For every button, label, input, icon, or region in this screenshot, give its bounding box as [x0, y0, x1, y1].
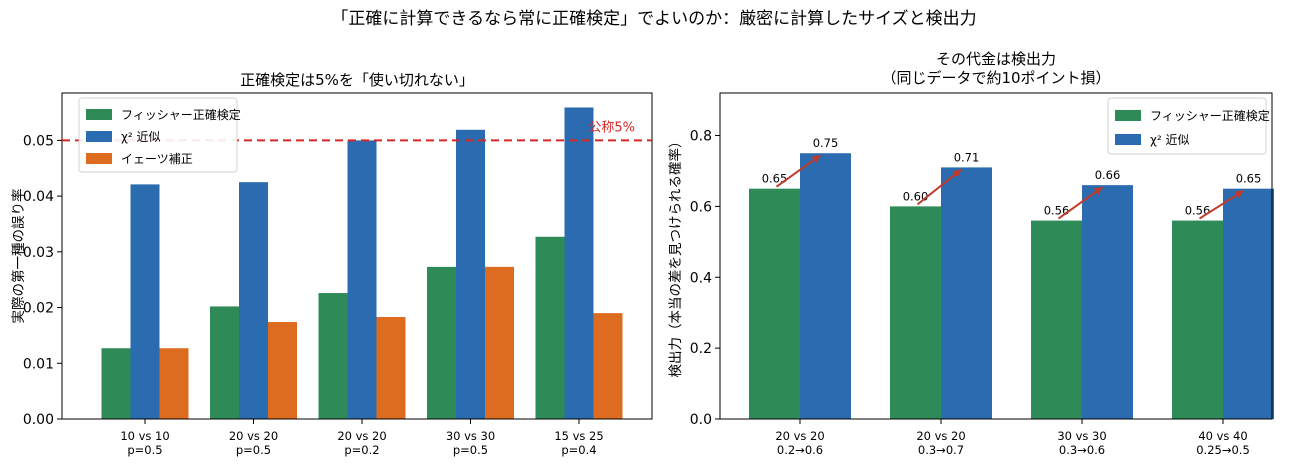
improvement-arrow — [1198, 189, 1245, 220]
legend-swatch — [1115, 134, 1141, 145]
figure-suptitle: 「正確に計算できるなら常に正確検定」でよいのか：厳密に計算したサイズと検出力 — [331, 9, 976, 29]
bar — [427, 266, 456, 419]
x-tick-label: 0.2→0.6 — [777, 443, 823, 457]
bar — [749, 188, 800, 419]
chart-title: 正確検定は5%を「使い切れない」 — [240, 71, 474, 89]
x-tick-label: 20 vs 20 — [775, 429, 824, 443]
bar — [130, 184, 160, 419]
bar — [159, 348, 189, 419]
data-label: 0.75 — [813, 136, 839, 150]
legend-label: χ² 近似 — [121, 130, 161, 144]
x-tick-label: 20 vs 20 — [229, 429, 278, 443]
legend-label: フィッシャー正確検定 — [1150, 108, 1270, 123]
bar — [268, 322, 297, 419]
legend-box — [1107, 97, 1267, 155]
legend-swatch — [86, 131, 112, 142]
y-tick-label: 0.05 — [23, 133, 54, 149]
x-tick-label: 0.3→0.7 — [918, 443, 964, 457]
chart-subtitle: （同じデータで約10ポイント損） — [881, 69, 1110, 87]
x-tick-label: 0.25→0.5 — [1196, 443, 1250, 457]
bar — [1172, 220, 1223, 419]
data-label: 0.71 — [954, 150, 980, 164]
x-tick-label: 15 vs 25 — [554, 429, 603, 443]
bar — [347, 140, 377, 419]
legend-swatch — [86, 153, 112, 164]
bar — [101, 348, 131, 419]
bar — [800, 153, 851, 419]
bar — [485, 266, 514, 419]
bar — [535, 236, 565, 419]
y-tick-label: 0.6 — [690, 199, 712, 215]
data-label: 0.66 — [1095, 168, 1121, 182]
bar — [1082, 185, 1133, 419]
x-tick-label: 10 vs 10 — [120, 429, 169, 443]
data-label: 0.65 — [762, 172, 788, 186]
data-label: 0.65 — [1236, 172, 1262, 186]
x-tick-label: 20 vs 20 — [337, 429, 386, 443]
improvement-arrow — [916, 168, 963, 206]
bar — [210, 306, 239, 419]
arrow-head — [952, 169, 962, 178]
y-tick-label: 0.8 — [690, 129, 712, 145]
nominal-5pct-label: 公称5% — [588, 120, 635, 135]
bar — [564, 107, 594, 419]
arrow-head — [1234, 190, 1244, 199]
chart-power: 0.00.20.40.60.820 vs 200.2→0.620 vs 200.… — [667, 50, 1274, 457]
bar — [456, 129, 485, 419]
y-tick-label: 0.04 — [23, 189, 54, 205]
legend-swatch — [1115, 110, 1141, 121]
bar — [376, 317, 406, 419]
legend-box — [78, 97, 238, 173]
bar — [593, 313, 623, 419]
x-tick-label: p=0.5 — [236, 443, 271, 457]
y-tick-label: 0.0 — [690, 412, 712, 428]
legend-label: フィッシャー正確検定 — [121, 107, 241, 122]
y-tick-label: 0.4 — [690, 270, 712, 286]
x-tick-label: 0.3→0.6 — [1059, 443, 1105, 457]
data-label: 0.56 — [1044, 204, 1070, 218]
y-tick-label: 0.2 — [690, 341, 712, 357]
plot-frame — [719, 92, 1273, 420]
x-tick-label: p=0.5 — [127, 443, 162, 457]
data-label: 0.56 — [1185, 204, 1211, 218]
x-tick-label: p=0.2 — [344, 443, 379, 457]
x-tick-label: 20 vs 20 — [916, 429, 965, 443]
plot-frame — [61, 92, 653, 420]
data-label: 0.60 — [903, 189, 929, 203]
bar — [239, 182, 268, 419]
x-tick-label: 30 vs 30 — [1057, 429, 1106, 443]
improvement-arrow — [1057, 186, 1104, 220]
y-axis-label: 実際の第一種の誤り率 — [10, 189, 27, 324]
x-tick-label: 40 vs 40 — [1198, 429, 1247, 443]
bar — [1223, 188, 1274, 419]
bar — [941, 167, 992, 419]
y-tick-label: 0.03 — [23, 245, 54, 261]
y-tick-label: 0.01 — [23, 356, 54, 372]
legend-label: イェーツ補正 — [121, 152, 193, 166]
bar — [318, 293, 348, 419]
y-tick-label: 0.02 — [23, 301, 54, 317]
legend-label: χ² 近似 — [1150, 133, 1190, 147]
legend-swatch — [86, 109, 112, 120]
improvement-arrow — [775, 154, 822, 188]
y-tick-label: 0.00 — [23, 412, 54, 428]
chart-title: その代金は検出力 — [936, 50, 1056, 68]
arrow-head — [1093, 187, 1103, 196]
x-tick-label: 30 vs 30 — [446, 429, 495, 443]
bar — [1031, 220, 1082, 419]
y-axis-label: 検出力（本当の差を見つけられる確率） — [667, 135, 684, 378]
x-tick-label: p=0.4 — [561, 443, 596, 457]
x-tick-label: p=0.5 — [453, 443, 488, 457]
bar — [890, 206, 941, 419]
arrow-head — [811, 155, 821, 164]
